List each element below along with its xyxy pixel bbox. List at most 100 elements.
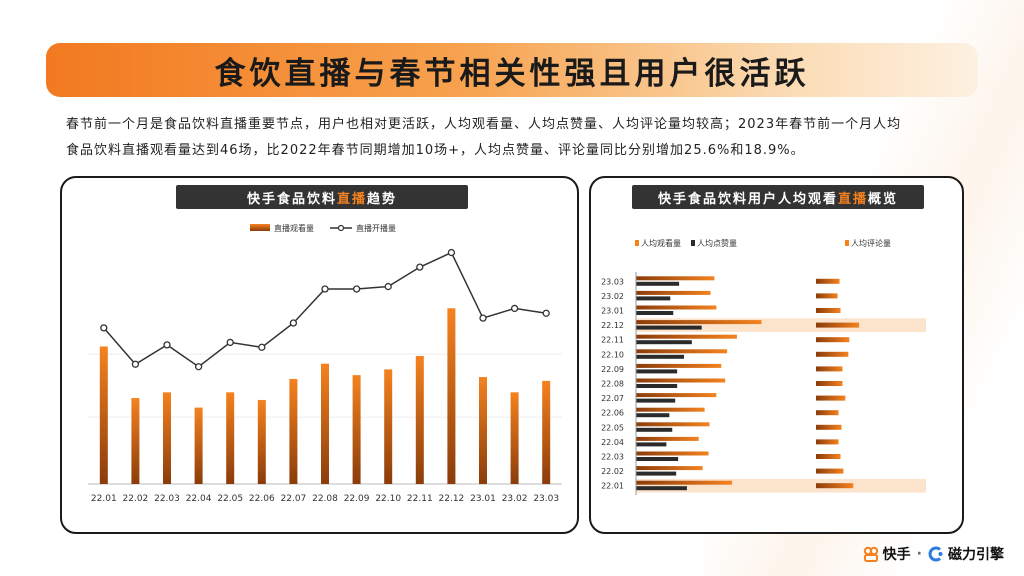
bar-avg-views-22.03 bbox=[636, 451, 709, 456]
bar-avg-likes-23.01 bbox=[636, 311, 674, 315]
legend-swatch-avg-views bbox=[635, 240, 639, 246]
point-streams-22.12 bbox=[447, 248, 456, 257]
bar-avg-comments-22.08 bbox=[816, 381, 843, 386]
bar-views-23.02 bbox=[510, 392, 519, 484]
point-streams-23.02 bbox=[510, 304, 519, 313]
y-tick-label: 22.12 bbox=[601, 321, 624, 330]
bar-avg-likes-22.06 bbox=[636, 413, 670, 418]
trend-title-post: 趋势 bbox=[367, 191, 398, 207]
brand-separator: · bbox=[916, 546, 922, 562]
bar-avg-comments-22.01 bbox=[816, 483, 854, 489]
legend-swatch-avg-comments bbox=[845, 240, 849, 246]
bar-avg-comments-22.11 bbox=[816, 337, 850, 343]
bar-avg-views-22.11 bbox=[636, 334, 737, 339]
bar-avg-comments-22.07 bbox=[816, 395, 846, 401]
x-tick-label: 22.08 bbox=[312, 494, 338, 504]
point-streams-22.06 bbox=[258, 343, 266, 351]
intro-line-1: 春节前一个月是食品饮料直播重要节点，用户也相对更活跃，人均观看量、人均点赞量、人… bbox=[66, 117, 902, 132]
bar-avg-comments-22.05 bbox=[816, 424, 842, 430]
bar-avg-comments-22.10 bbox=[816, 351, 849, 357]
point-streams-22.11 bbox=[416, 263, 424, 271]
y-tick-label: 22.01 bbox=[601, 482, 624, 491]
bar-views-22.10 bbox=[384, 369, 393, 484]
legend-label-avg-comments: 人均评论量 bbox=[851, 238, 891, 248]
bar-avg-comments-22.09 bbox=[816, 366, 843, 372]
title-banner: 食饮直播与春节相关性强且用户很活跃 bbox=[46, 43, 978, 97]
bar-avg-views-23.02 bbox=[636, 290, 711, 295]
bar-avg-likes-22.03 bbox=[636, 457, 679, 461]
overview-title-pre: 快手食品饮料用户人均观看 bbox=[657, 191, 838, 207]
bar-avg-likes-22.11 bbox=[636, 340, 692, 345]
bar-avg-likes-22.07 bbox=[636, 398, 676, 403]
bar-avg-views-23.01 bbox=[636, 305, 717, 310]
legend-marker-streams bbox=[337, 224, 345, 232]
bar-avg-comments-22.02 bbox=[816, 468, 844, 474]
y-tick-label: 22.07 bbox=[601, 394, 624, 403]
overview-chart-title: 快手食品饮料用户人均观看 直播 概览 bbox=[632, 185, 924, 209]
bar-views-23.03 bbox=[542, 380, 551, 484]
y-tick-label: 22.06 bbox=[601, 409, 624, 418]
bar-views-22.01 bbox=[99, 346, 108, 484]
point-streams-22.07 bbox=[289, 319, 298, 327]
bar-avg-likes-22.10 bbox=[636, 354, 685, 359]
overview-chart-panel: 快手食品饮料用户人均观看 直播 概览 人均观看量 人均点赞量 人均评论量 23.03 23.… bbox=[589, 176, 964, 534]
y-tick-label: 23.01 bbox=[601, 307, 624, 316]
x-tick-label: 23.02 bbox=[502, 494, 528, 504]
x-tick-label: 22.02 bbox=[123, 494, 149, 504]
legend-label-streams: 直播开播量 bbox=[356, 223, 396, 233]
bar-avg-views-22.08 bbox=[636, 378, 726, 383]
line-streams bbox=[103, 251, 547, 368]
point-streams-22.01 bbox=[100, 324, 108, 332]
bar-avg-likes-22.12 bbox=[636, 325, 702, 330]
bar-avg-comments-22.03 bbox=[816, 454, 841, 459]
x-tick-label: 23.01 bbox=[470, 494, 496, 504]
bar-avg-views-23.03 bbox=[636, 276, 715, 281]
bar-views-22.07 bbox=[289, 378, 298, 484]
bar-avg-likes-23.03 bbox=[636, 281, 680, 286]
point-streams-22.02 bbox=[131, 360, 140, 368]
point-streams-23.01 bbox=[479, 314, 487, 322]
bar-avg-comments-23.02 bbox=[816, 293, 838, 299]
y-tick-label: 22.08 bbox=[601, 380, 624, 389]
cili-brand-text: 磁力引擎 bbox=[948, 547, 1004, 563]
kuaishou-logo-icon bbox=[863, 546, 878, 562]
x-tick-label: 22.03 bbox=[154, 494, 180, 504]
bar-views-22.04 bbox=[194, 407, 203, 484]
y-tick-label: 23.03 bbox=[601, 277, 624, 286]
x-tick-label: 23.03 bbox=[533, 494, 559, 504]
point-streams-22.05 bbox=[226, 338, 234, 347]
bar-avg-views-22.12 bbox=[636, 320, 762, 325]
legend-label-avg-likes: 人均点赞量 bbox=[697, 238, 737, 248]
intro-line-2: 食品饮料直播观看量达到46场，比2022年春节同期增加10场+，人均点赞量、评论… bbox=[66, 143, 805, 158]
bar-avg-likes-22.09 bbox=[636, 369, 678, 374]
x-tick-label: 22.06 bbox=[249, 494, 275, 504]
legend-label-views: 直播观看量 bbox=[274, 223, 314, 233]
y-tick-label: 22.04 bbox=[601, 438, 624, 447]
kuaishou-brand-text: 快手 bbox=[882, 547, 911, 563]
trend-title-highlight: 直播 bbox=[336, 191, 367, 207]
point-streams-22.08 bbox=[321, 285, 329, 293]
bar-views-22.02 bbox=[131, 398, 140, 484]
trend-chart-title: 快手食品饮料 直播 趋势 bbox=[176, 185, 468, 209]
bar-avg-likes-22.04 bbox=[636, 442, 667, 447]
bar-views-22.05 bbox=[226, 392, 235, 484]
bar-views-23.01 bbox=[479, 377, 487, 484]
bar-views-22.12 bbox=[447, 308, 456, 484]
y-tick-label: 22.02 bbox=[601, 467, 624, 476]
bar-avg-likes-22.02 bbox=[636, 471, 677, 476]
bar-avg-views-22.05 bbox=[636, 422, 710, 427]
y-tick-label: 22.10 bbox=[601, 350, 624, 359]
trend-chart-panel: 快手食品饮料 直播 趋势 直播观看量 直播开播量 22.01 22.02 22.03 22.0… bbox=[60, 176, 579, 534]
legend-swatch-avg-likes bbox=[691, 240, 695, 246]
bar-views-22.09 bbox=[352, 375, 361, 484]
bar-avg-views-22.02 bbox=[636, 466, 703, 471]
point-streams-23.03 bbox=[542, 309, 550, 317]
cili-logo-icon bbox=[928, 546, 943, 562]
page-title: 食饮直播与春节相关性强且用户很活跃 bbox=[214, 55, 810, 92]
point-streams-22.04 bbox=[194, 363, 203, 371]
bar-avg-views-22.06 bbox=[636, 407, 705, 412]
bar-views-22.06 bbox=[257, 399, 266, 484]
bar-avg-likes-22.08 bbox=[636, 384, 678, 388]
x-tick-label: 22.10 bbox=[375, 494, 401, 504]
bar-views-22.08 bbox=[321, 363, 329, 484]
